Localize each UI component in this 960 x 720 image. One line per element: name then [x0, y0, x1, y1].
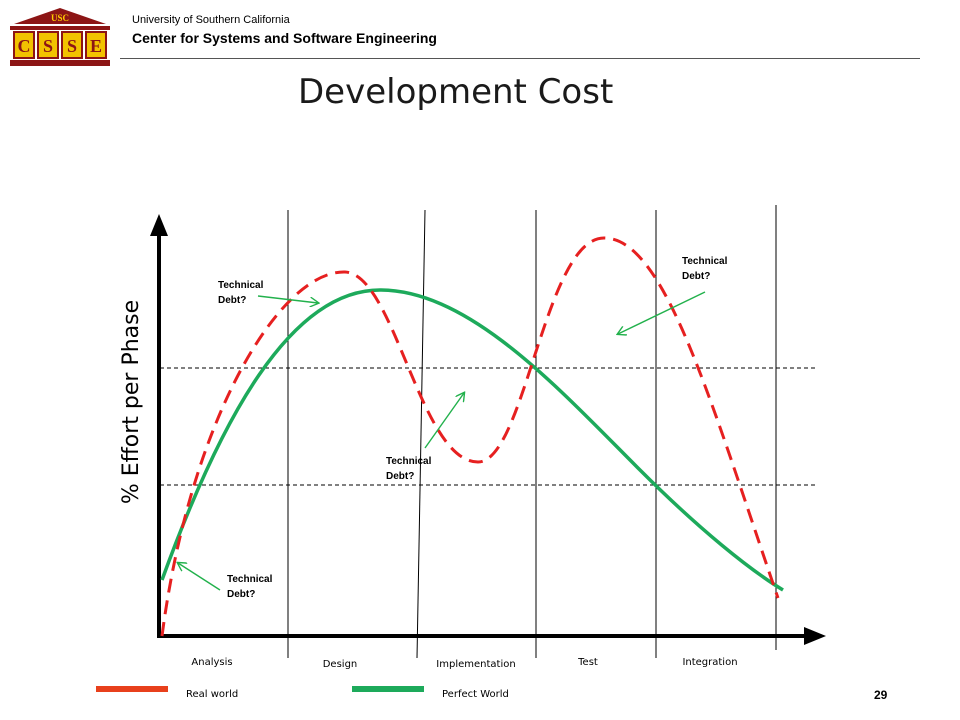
phase-label-implementation: Implementation [436, 659, 515, 670]
tech-debt-arrow-3 [424, 393, 464, 449]
tech-debt-arrow-1 [257, 295, 318, 303]
tech-debt-label-1-line-2: Debt? [218, 295, 246, 306]
phase-divider-2 [416, 209, 426, 659]
tech-debt-label-1: Technical Debt? [218, 280, 264, 306]
legend-label-real-world: Real world [186, 689, 238, 700]
legend-swatch-real-world [96, 686, 168, 692]
phase-label-test: Test [577, 657, 598, 668]
tech-debt-label-2: Technical Debt? [682, 256, 728, 282]
phase-label-analysis: Analysis [191, 657, 232, 668]
perfect-world-curve [160, 288, 784, 592]
logo-letter-tile [13, 31, 35, 59]
logo-letter-tile [85, 31, 107, 59]
tech-debt-label-2-line-1: Technical [682, 256, 728, 267]
y-axis-arrowhead [150, 214, 168, 236]
university-name: University of Southern California [132, 14, 290, 26]
tech-debt-arrow-4 [178, 563, 221, 591]
tech-debt-label-3: Technical Debt? [386, 456, 432, 482]
legend-swatch-perfect-world [352, 686, 424, 692]
y-axis-label: % Effort per Phase [119, 300, 144, 504]
phase-label-design: Design [323, 659, 358, 670]
tech-debt-label-4-line-2: Debt? [227, 589, 255, 600]
logo-letter-tile [37, 31, 59, 59]
tech-debt-arrow-2 [618, 291, 706, 334]
logo-letter: S [67, 36, 77, 56]
logo-letter: S [43, 36, 53, 56]
logo-letter: E [90, 36, 102, 56]
tech-debt-label-2-line-2: Debt? [682, 271, 710, 282]
logo-letter: C [18, 36, 31, 56]
tech-debt-label-1-line-1: Technical [218, 280, 264, 291]
legend-label-perfect-world: Perfect World [442, 689, 509, 700]
tech-debt-label-4: Technical Debt? [227, 574, 273, 600]
tech-debt-label-4-line-1: Technical [227, 574, 273, 585]
tech-debt-label-3-line-1: Technical [386, 456, 432, 467]
logo-usc-text: USC [51, 13, 69, 23]
slide-title: Development Cost [298, 72, 614, 112]
page-number: 29 [874, 688, 888, 702]
header-rule [120, 58, 920, 59]
logo-letter-tile [61, 31, 83, 59]
real-world-curve [160, 236, 780, 637]
center-name: Center for Systems and Software Engineer… [132, 30, 437, 46]
phase-label-integration: Integration [682, 657, 737, 668]
tech-debt-label-3-line-2: Debt? [386, 471, 414, 482]
x-axis-arrowhead [804, 627, 826, 645]
